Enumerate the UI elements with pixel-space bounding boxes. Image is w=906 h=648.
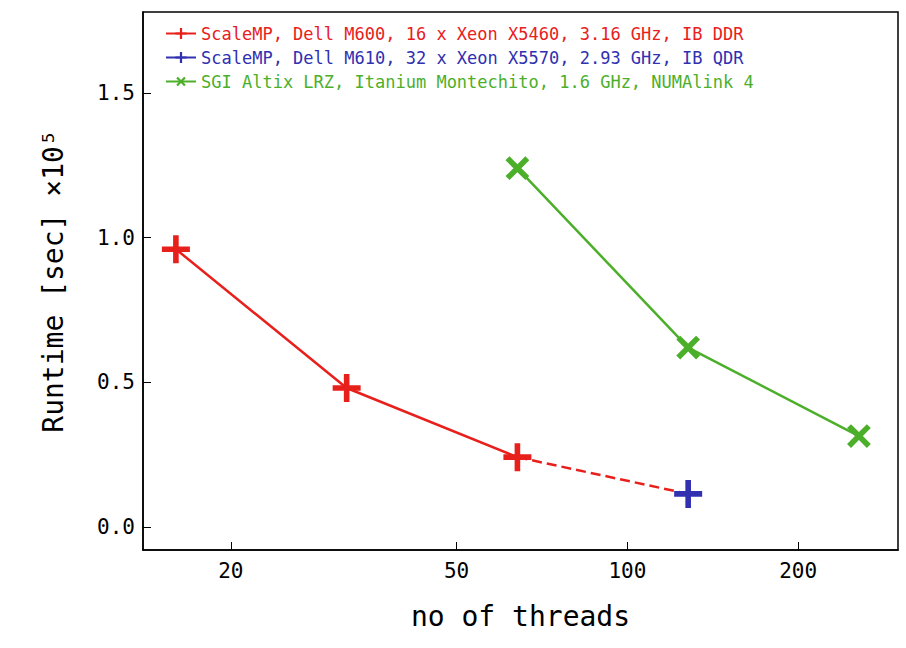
svg-text:SGI Altix LRZ, Itanium Montech: SGI Altix LRZ, Itanium Montechito, 1.6 G… [201, 72, 754, 92]
svg-text:1.0: 1.0 [97, 226, 135, 250]
svg-text:20: 20 [218, 559, 243, 583]
svg-text:Runtime [sec] ×10⁵: Runtime [sec] ×10⁵ [37, 129, 70, 432]
svg-text:1.5: 1.5 [97, 81, 135, 105]
svg-text:no of threads: no of threads [411, 600, 630, 633]
svg-text:0.0: 0.0 [97, 515, 135, 539]
svg-text:50: 50 [444, 559, 469, 583]
svg-text:ScaleMP, Dell M600, 16 x Xeon: ScaleMP, Dell M600, 16 x Xeon X5460, 3.1… [201, 24, 744, 44]
svg-text:ScaleMP, Dell M610, 32 x Xeon: ScaleMP, Dell M610, 32 x Xeon X5570, 2.9… [201, 48, 744, 68]
svg-text:0.5: 0.5 [97, 370, 135, 394]
svg-text:200: 200 [779, 559, 817, 583]
svg-text:100: 100 [608, 559, 646, 583]
